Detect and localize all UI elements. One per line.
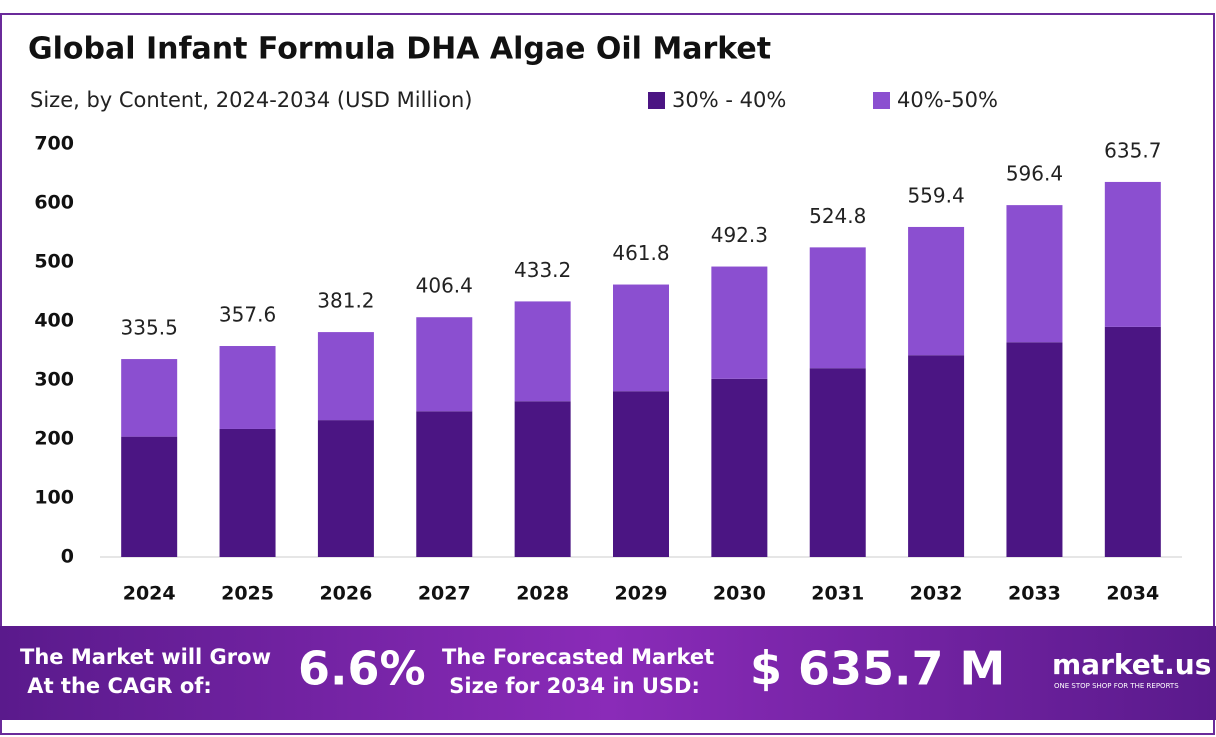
- chart-title: Global Infant Formula DHA Algae Oil Mark…: [28, 32, 771, 67]
- x-tick-label: 2029: [615, 583, 668, 605]
- legend-swatch: [873, 92, 890, 109]
- x-tick-label: 2027: [418, 583, 471, 605]
- y-tick-label: 600: [34, 192, 74, 214]
- y-tick-label: 400: [34, 310, 74, 332]
- forecast-value: $ 635.7 M: [750, 642, 1005, 696]
- total-label: 596.4: [1006, 162, 1063, 186]
- legend: 30% - 40% 40%-50%: [648, 88, 998, 112]
- x-tick-label: 2025: [221, 583, 274, 605]
- x-tick-label: 2026: [319, 583, 372, 605]
- bar-segment: [514, 301, 571, 402]
- bar-segment: [711, 266, 768, 379]
- bar-segment: [908, 355, 965, 557]
- bar-segment: [219, 346, 276, 429]
- total-label: 381.2: [317, 289, 374, 313]
- y-tick-label: 100: [34, 487, 74, 509]
- bar-segment: [711, 378, 768, 557]
- total-label: 406.4: [416, 274, 473, 298]
- x-tick-label: 2032: [910, 583, 963, 605]
- x-tick-label: 2030: [713, 583, 766, 605]
- bar-segment: [219, 428, 276, 557]
- tagline: ONE STOP SHOP FOR THE REPORTS: [1054, 682, 1179, 690]
- bar-segment: [613, 391, 669, 557]
- x-tick-label: 2031: [811, 583, 864, 605]
- y-tick-label: 300: [34, 369, 74, 391]
- total-label: 492.3: [711, 223, 768, 247]
- total-label: 433.2: [514, 258, 571, 282]
- forecast-text: The Forecasted Market Size for 2034 in U…: [442, 645, 714, 698]
- cagr-text: The Market will Grow At the CAGR of:: [20, 645, 271, 698]
- subtitle: Size, by Content, 2024-2034 (USD Million…: [30, 88, 472, 112]
- bar-segment: [317, 420, 374, 557]
- bar-segment: [416, 317, 473, 412]
- total-label: 335.5: [121, 316, 178, 340]
- bar-segment: [613, 284, 669, 392]
- bar-segment: [908, 226, 965, 356]
- legend-swatch: [648, 92, 665, 109]
- x-tick-label: 2028: [516, 583, 569, 605]
- y-tick-label: 0: [61, 546, 74, 568]
- total-label: 524.8: [809, 204, 866, 228]
- frame: [0, 13, 1215, 735]
- total-label: 461.8: [612, 241, 669, 265]
- x-tick-label: 2024: [123, 583, 176, 605]
- bar-segment: [1104, 181, 1161, 327]
- x-tick-label: 2033: [1008, 583, 1061, 605]
- bar-segment: [1006, 205, 1063, 343]
- bar-segment: [514, 401, 571, 557]
- x-tick-label: 2034: [1106, 583, 1159, 605]
- total-label: 357.6: [219, 303, 276, 327]
- bar-segment: [121, 436, 178, 557]
- y-tick-label: 500: [34, 251, 74, 273]
- y-tick-label: 200: [34, 428, 74, 450]
- cagr-value: 6.6%: [298, 642, 426, 696]
- legend-label: 30% - 40%: [672, 88, 786, 112]
- brand: market.us: [1052, 648, 1211, 681]
- total-label: 635.7: [1104, 138, 1161, 162]
- bar-segment: [121, 359, 178, 437]
- legend-label: 40%-50%: [897, 88, 998, 112]
- bar-segment: [1006, 342, 1063, 557]
- bar-segment: [416, 411, 473, 557]
- bar-segment: [1104, 326, 1161, 557]
- bar-segment: [809, 368, 866, 557]
- bar-segment: [809, 247, 866, 369]
- y-tick-label: 700: [34, 133, 74, 155]
- total-label: 559.4: [907, 183, 964, 207]
- bar-segment: [317, 332, 374, 421]
- footer-band: [0, 626, 1216, 720]
